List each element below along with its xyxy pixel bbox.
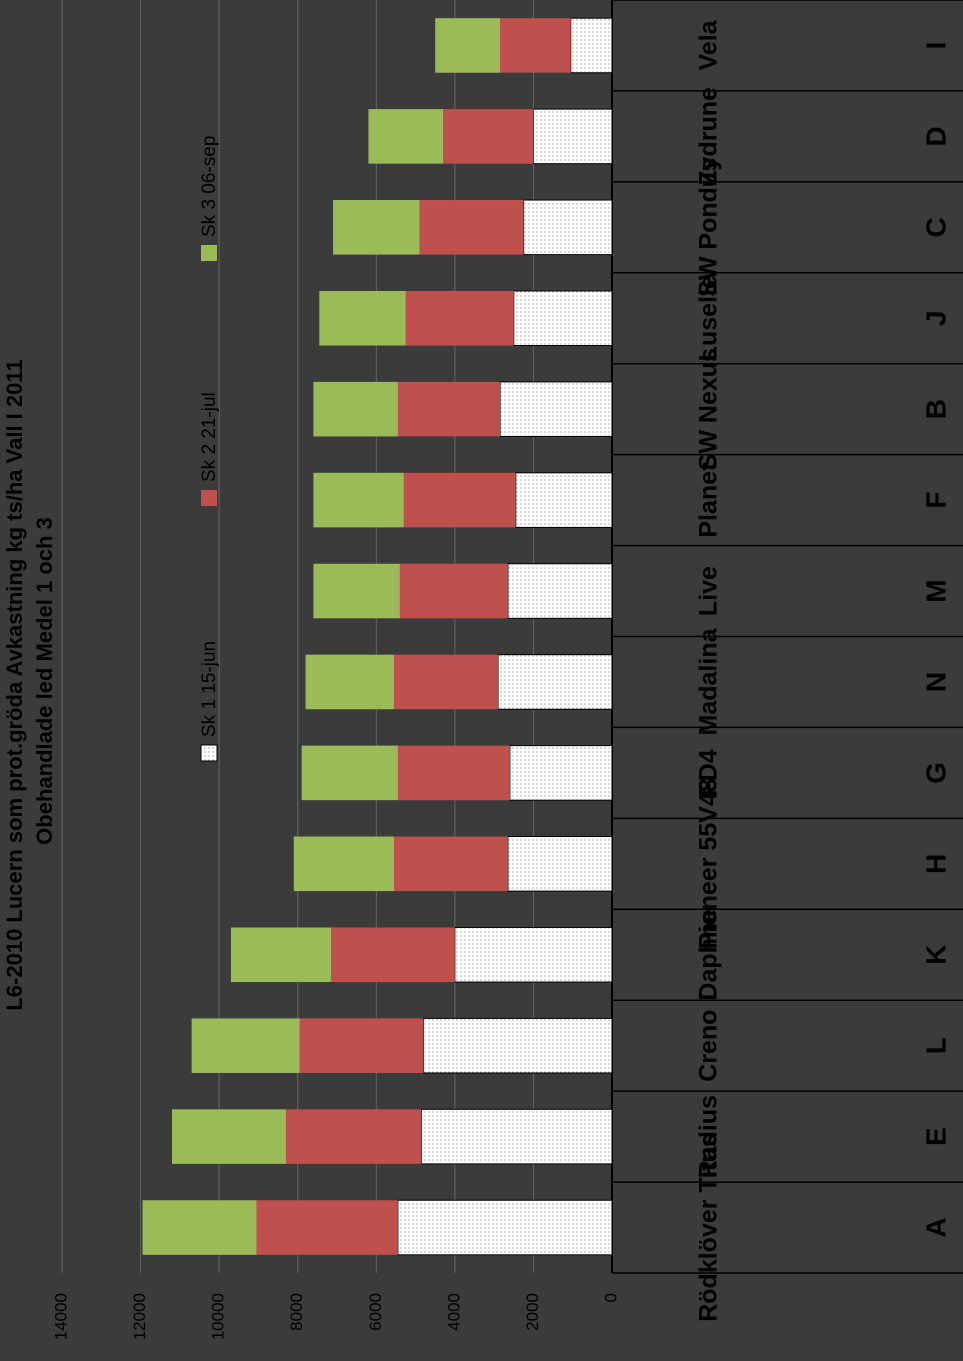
bar-segment: [513, 290, 613, 347]
bar-segment: [422, 1017, 613, 1074]
bar-segment: [172, 1109, 286, 1164]
category-code: M: [920, 579, 951, 602]
bar-segment: [399, 563, 508, 619]
bar-segment: [515, 472, 613, 528]
chart-title: L6-2010 Lucern som prot.gröda Avkastning…: [2, 359, 27, 1010]
y-tick-label: 12000: [130, 1293, 149, 1340]
bar-segment: [301, 745, 398, 801]
category-code: A: [920, 1217, 951, 1237]
bar-segment: [397, 381, 501, 437]
bar-segment: [435, 18, 501, 73]
x-tick-label: Vela: [695, 19, 723, 70]
bar-segment: [299, 1018, 424, 1073]
bar-segment: [405, 290, 514, 346]
category-code: L: [920, 1037, 951, 1054]
bar-segment: [313, 381, 398, 437]
bar-segment: [499, 381, 613, 437]
x-tick-label: Zydrune: [695, 87, 723, 186]
category-code: D: [920, 126, 951, 146]
category-code: N: [920, 672, 951, 692]
x-tick-label: Creno: [695, 1010, 723, 1082]
category-code: K: [920, 945, 951, 965]
x-tick-label: Daphne: [695, 909, 723, 1001]
y-tick-label: 8000: [287, 1293, 306, 1331]
category-code: B: [920, 399, 951, 419]
bar-segment: [497, 654, 613, 710]
x-tick-label: SW Pondus: [695, 158, 723, 297]
x-tick-label: FD4: [695, 749, 723, 796]
x-tick-label: SW Nexus: [695, 348, 723, 470]
y-tick-label: 4000: [444, 1293, 463, 1331]
bar-segment: [313, 472, 404, 528]
y-tick-label: 10000: [209, 1293, 228, 1340]
bar-segment: [397, 1199, 613, 1256]
x-tick-label: Planet: [695, 462, 723, 538]
x-tick-label: Pioneer 55V48: [695, 778, 723, 949]
category-code: G: [920, 762, 951, 784]
bar-segment: [319, 290, 406, 346]
bar-segment: [523, 199, 613, 256]
bar-segment: [368, 109, 444, 164]
y-tick-label: 14000: [51, 1293, 70, 1340]
bar-segment: [454, 926, 613, 983]
bar-segment: [142, 1200, 257, 1255]
legend-label: Sk 3 06-sep: [199, 136, 220, 237]
bar-segment: [393, 654, 499, 710]
bar-segment: [333, 200, 420, 255]
category-code: E: [920, 1127, 951, 1146]
bar-segment: [507, 563, 613, 619]
x-tick-label: Radius: [695, 1095, 723, 1178]
legend-label: Sk 2 21-jul: [199, 392, 220, 482]
y-tick-label: 0: [601, 1293, 620, 1302]
bar-segment: [420, 1108, 613, 1165]
legend-swatch: [201, 490, 217, 506]
bar-segment: [305, 654, 394, 710]
bar-segment: [285, 1109, 422, 1164]
legend-swatch: [201, 245, 217, 261]
bar-segment: [393, 836, 508, 892]
category-code: C: [920, 217, 951, 237]
category-code: H: [920, 854, 951, 874]
bar-segment: [419, 200, 524, 255]
bar-segment: [500, 18, 571, 73]
x-tick-label: Madalina: [695, 627, 723, 735]
bar-segment: [313, 563, 400, 619]
bar-segment: [509, 745, 613, 801]
bar-segment: [507, 836, 613, 892]
chart-subtitle: Obehandlade led Medel 1 och 3: [32, 517, 57, 845]
bar-segment: [230, 927, 332, 983]
bar-segment: [191, 1018, 300, 1073]
bar-segment: [570, 17, 613, 74]
x-tick-label: Luselle: [695, 275, 723, 361]
bar-segment: [532, 108, 613, 165]
bar-segment: [397, 745, 510, 801]
x-tick-label: Live: [695, 566, 723, 616]
bar-segment: [256, 1200, 398, 1255]
legend-label: Sk 1 15-jun: [199, 641, 220, 737]
bar-segment: [331, 927, 455, 983]
legend-swatch: [200, 744, 218, 762]
bar-segment: [293, 836, 394, 892]
bar-segment: [443, 109, 534, 164]
category-code: J: [920, 310, 951, 326]
x-tick-label: Rödklöver Titus: [695, 1133, 723, 1321]
y-tick-label: 6000: [366, 1293, 385, 1331]
category-code: I: [920, 42, 951, 50]
y-tick-label: 2000: [523, 1293, 542, 1331]
bar-segment: [403, 472, 516, 528]
category-code: F: [920, 492, 951, 509]
